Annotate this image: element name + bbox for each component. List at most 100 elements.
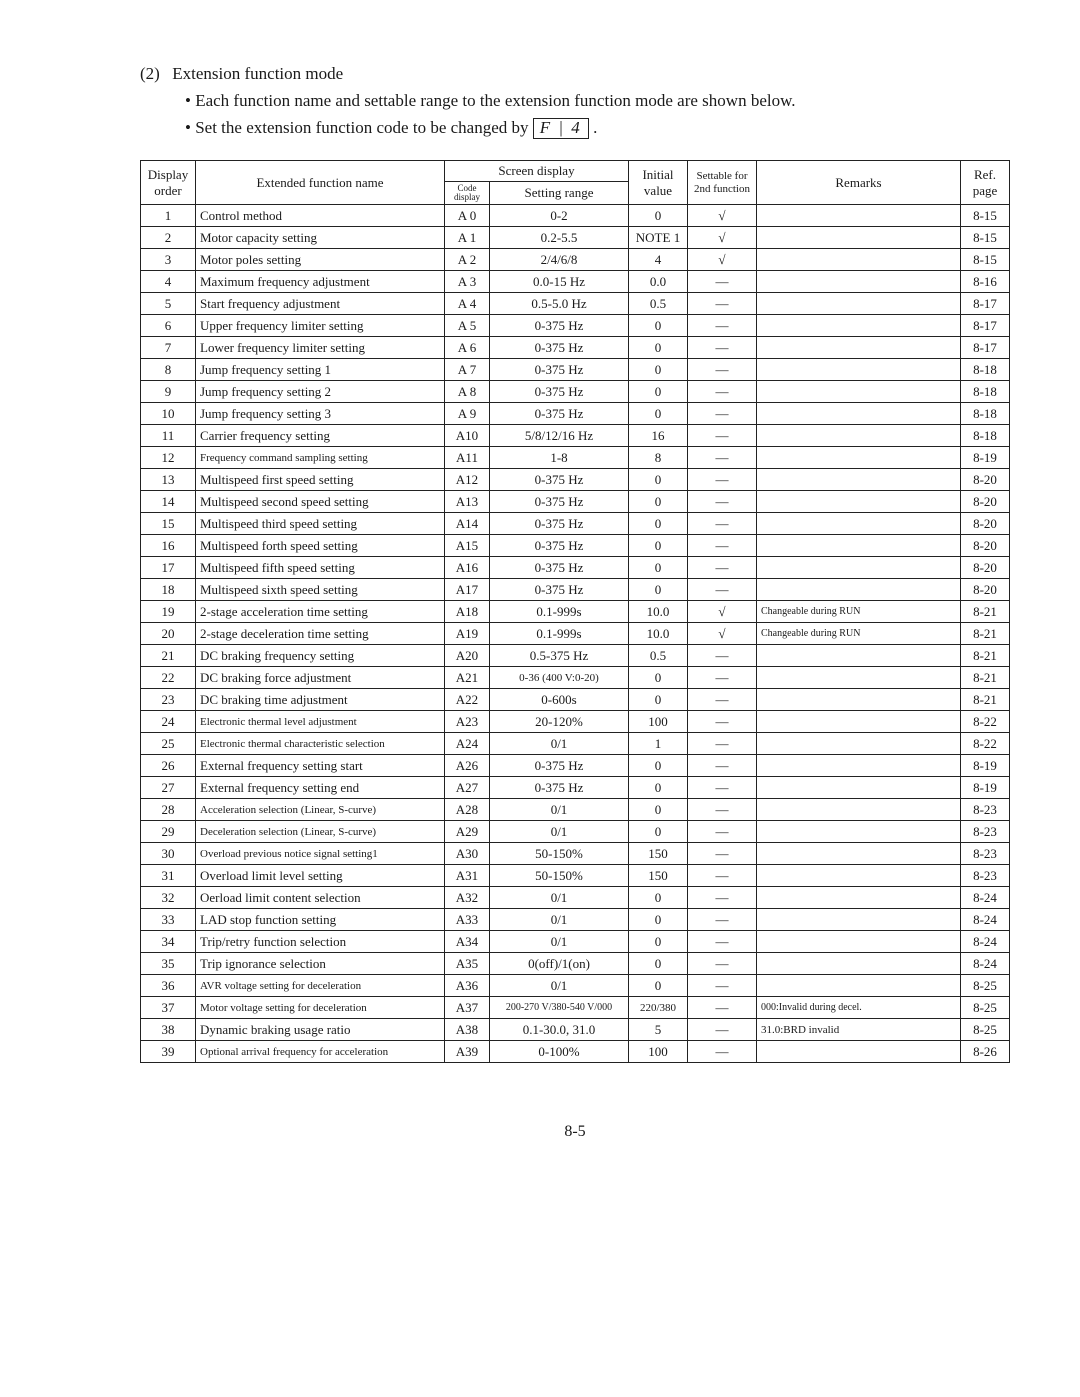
table-row: 34Trip/retry function selectionA340/10—8… <box>141 931 1010 953</box>
table-cell: — <box>688 403 757 425</box>
table-cell: 0-375 Hz <box>490 403 629 425</box>
table-row: 5Start frequency adjustmentA 40.5-5.0 Hz… <box>141 293 1010 315</box>
table-row: 28Acceleration selection (Linear, S-curv… <box>141 799 1010 821</box>
table-row: 9Jump frequency setting 2A 80-375 Hz0—8-… <box>141 381 1010 403</box>
table-cell: 50-150% <box>490 843 629 865</box>
table-cell: A11 <box>445 447 490 469</box>
table-cell: 8-22 <box>961 711 1010 733</box>
table-cell: 0.0 <box>629 271 688 293</box>
table-row: 33LAD stop function settingA330/10—8-24 <box>141 909 1010 931</box>
table-cell: DC braking force adjustment <box>196 667 445 689</box>
table-cell <box>757 953 961 975</box>
table-cell: — <box>688 931 757 953</box>
table-row: 202-stage deceleration time settingA190.… <box>141 623 1010 645</box>
table-cell: 11 <box>141 425 196 447</box>
table-cell: Changeable during RUN <box>757 601 961 623</box>
table-cell: 39 <box>141 1041 196 1063</box>
table-cell: A21 <box>445 667 490 689</box>
table-cell: 8-18 <box>961 425 1010 447</box>
table-cell: 1 <box>629 733 688 755</box>
table-row: 16Multispeed forth speed settingA150-375… <box>141 535 1010 557</box>
table-cell: Jump frequency setting 1 <box>196 359 445 381</box>
table-cell <box>757 491 961 513</box>
table-cell: 29 <box>141 821 196 843</box>
table-cell: 0 <box>629 359 688 381</box>
table-cell: 16 <box>141 535 196 557</box>
table-cell: — <box>688 557 757 579</box>
table-cell: 34 <box>141 931 196 953</box>
table-cell: √ <box>688 205 757 227</box>
table-cell: A16 <box>445 557 490 579</box>
table-cell: Deceleration selection (Linear, S-curve) <box>196 821 445 843</box>
table-cell: — <box>688 755 757 777</box>
table-cell: 0 <box>629 909 688 931</box>
table-cell: 0-2 <box>490 205 629 227</box>
table-cell <box>757 887 961 909</box>
table-row: 37Motor voltage setting for deceleration… <box>141 997 1010 1019</box>
table-cell: A 0 <box>445 205 490 227</box>
table-cell: LAD stop function setting <box>196 909 445 931</box>
table-cell: 4 <box>629 249 688 271</box>
table-row: 32Oerload limit content selectionA320/10… <box>141 887 1010 909</box>
table-cell: 8-18 <box>961 359 1010 381</box>
table-cell: NOTE 1 <box>629 227 688 249</box>
table-cell <box>757 315 961 337</box>
table-cell <box>757 1041 961 1063</box>
table-row: 18Multispeed sixth speed settingA170-375… <box>141 579 1010 601</box>
table-cell: Frequency command sampling setting <box>196 447 445 469</box>
table-cell <box>757 403 961 425</box>
table-cell: A 4 <box>445 293 490 315</box>
table-cell: — <box>688 975 757 997</box>
table-cell: DC braking frequency setting <box>196 645 445 667</box>
table-cell: 20 <box>141 623 196 645</box>
table-cell: 0.2-5.5 <box>490 227 629 249</box>
table-cell: 0 <box>629 667 688 689</box>
table-cell: — <box>688 777 757 799</box>
table-cell: A 1 <box>445 227 490 249</box>
table-cell: 8 <box>141 359 196 381</box>
table-cell: — <box>688 1041 757 1063</box>
table-cell: 5/8/12/16 Hz <box>490 425 629 447</box>
table-cell: A26 <box>445 755 490 777</box>
table-row: 11Carrier frequency settingA105/8/12/16 … <box>141 425 1010 447</box>
table-cell: A19 <box>445 623 490 645</box>
table-cell: — <box>688 865 757 887</box>
table-cell: — <box>688 337 757 359</box>
table-cell: 50-150% <box>490 865 629 887</box>
table-cell: 0 <box>629 799 688 821</box>
page-footer: 8-5 <box>140 1123 1010 1141</box>
table-cell: A20 <box>445 645 490 667</box>
table-cell <box>757 711 961 733</box>
table-cell: A35 <box>445 953 490 975</box>
table-cell <box>757 227 961 249</box>
table-cell: 0/1 <box>490 733 629 755</box>
table-cell: 8-16 <box>961 271 1010 293</box>
table-cell: Multispeed fifth speed setting <box>196 557 445 579</box>
table-cell: 150 <box>629 843 688 865</box>
table-cell: 2-stage acceleration time setting <box>196 601 445 623</box>
table-cell: 2/4/6/8 <box>490 249 629 271</box>
table-cell: A36 <box>445 975 490 997</box>
table-cell: 8-17 <box>961 315 1010 337</box>
table-cell: 0.1-30.0, 31.0 <box>490 1019 629 1041</box>
table-cell: — <box>688 535 757 557</box>
table-cell: 3 <box>141 249 196 271</box>
table-cell: Multispeed forth speed setting <box>196 535 445 557</box>
table-row: 1Control methodA 00-20√8-15 <box>141 205 1010 227</box>
table-cell: 0/1 <box>490 975 629 997</box>
table-cell: 100 <box>629 1041 688 1063</box>
table-cell: 31 <box>141 865 196 887</box>
table-cell <box>757 975 961 997</box>
table-row: 30Overload previous notice signal settin… <box>141 843 1010 865</box>
table-cell: 8-18 <box>961 381 1010 403</box>
table-cell: Dynamic braking usage ratio <box>196 1019 445 1041</box>
table-cell: 8-24 <box>961 931 1010 953</box>
table-cell: 12 <box>141 447 196 469</box>
table-cell: 8-21 <box>961 689 1010 711</box>
table-row: 7Lower frequency limiter settingA 60-375… <box>141 337 1010 359</box>
intro-line-1: Each function name and settable range to… <box>195 91 795 110</box>
table-cell: A12 <box>445 469 490 491</box>
table-cell: 32 <box>141 887 196 909</box>
table-cell: Overload previous notice signal setting1 <box>196 843 445 865</box>
table-row: 15Multispeed third speed settingA140-375… <box>141 513 1010 535</box>
